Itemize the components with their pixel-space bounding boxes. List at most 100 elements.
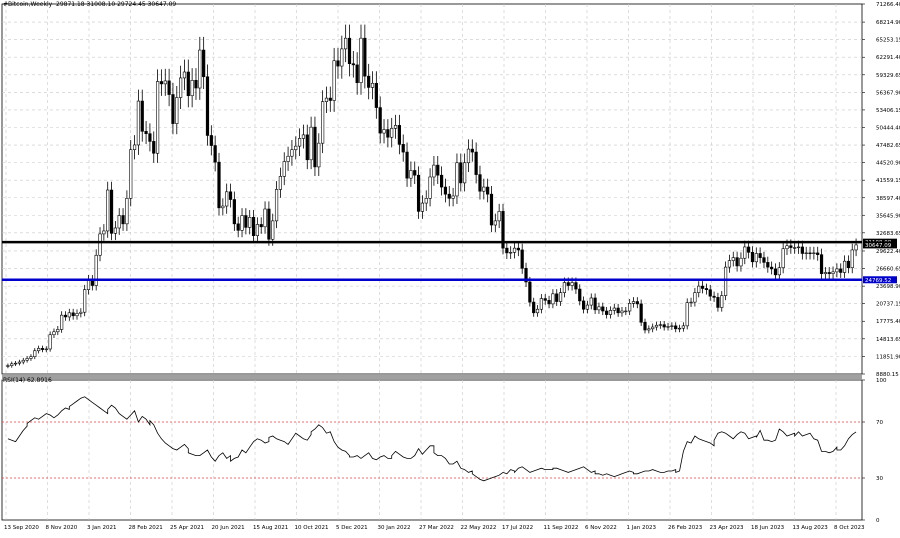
candle-body — [854, 244, 858, 251]
x-tick-label: 6 Nov 2022 — [585, 525, 617, 531]
candle-body — [489, 193, 494, 226]
candle-body — [202, 49, 206, 78]
candle-body — [658, 324, 662, 326]
candle-body — [459, 162, 463, 184]
candle-body — [581, 300, 586, 310]
candle-body — [455, 162, 459, 197]
candle-body — [670, 325, 674, 327]
candle-body — [309, 126, 313, 161]
x-tick-label: 27 Mar 2022 — [419, 525, 454, 531]
candle-body — [44, 348, 48, 351]
x-tick-label: 22 May 2022 — [461, 525, 497, 531]
candle-body — [819, 254, 824, 274]
candle-body — [716, 297, 720, 308]
candle-body — [179, 77, 183, 98]
price-tick-label: 68214.90 — [876, 20, 900, 26]
candle-body — [282, 161, 286, 177]
price-tick-label: 50444.40 — [876, 125, 900, 131]
candle-body — [470, 148, 474, 153]
candle-body — [578, 288, 582, 302]
candle-body — [121, 215, 125, 225]
candle-body — [328, 97, 332, 101]
candle-body — [29, 356, 33, 359]
candle-body — [789, 245, 793, 248]
x-tick-label: 8 Oct 2023 — [834, 525, 865, 531]
candle-body — [443, 186, 448, 195]
price-tick-label: 65253.15 — [876, 38, 900, 44]
candle-body — [317, 142, 321, 168]
candle-body — [240, 215, 244, 231]
candle-body — [221, 205, 225, 209]
candle-body — [532, 301, 536, 314]
candle-body — [593, 297, 597, 311]
candle-body — [52, 331, 56, 336]
candle-body — [624, 310, 628, 313]
candle-body — [401, 144, 405, 153]
price-tick-label: 56367.90 — [876, 90, 900, 96]
candle-body — [674, 325, 678, 330]
candle-body — [117, 215, 121, 229]
candle-body — [347, 37, 352, 65]
x-tick-label: 17 Jul 2022 — [502, 525, 533, 531]
ohlc-header: 29871.18 31008.10 29724.45 30647.09 — [56, 1, 177, 8]
rsi-tick-label: 70 — [876, 420, 883, 426]
candle-body — [666, 326, 670, 328]
candle-body — [255, 224, 259, 236]
x-tick-label: 25 Apr 2021 — [170, 525, 204, 531]
candle-body — [731, 257, 735, 261]
candle-body — [228, 191, 233, 200]
candle-body — [700, 285, 705, 289]
candle-body — [294, 145, 298, 150]
candle-body — [466, 148, 471, 164]
candle-body — [436, 164, 440, 176]
chart-title: #Bitcoin,Weekly — [3, 1, 53, 8]
candle-body — [297, 138, 302, 147]
candle-body — [205, 76, 210, 136]
candle-body — [182, 71, 187, 79]
candle-body — [677, 327, 682, 330]
price-panel-frame — [1, 3, 863, 375]
candle-body — [232, 199, 236, 225]
price-tick-label: 41559.15 — [876, 178, 900, 184]
candle-body — [190, 80, 194, 97]
candle-body — [313, 126, 317, 168]
candle-body — [432, 164, 436, 178]
candle-body — [766, 262, 770, 268]
candle-body — [827, 272, 831, 274]
candle-body — [374, 82, 378, 108]
candle-body — [720, 295, 724, 308]
candle-body — [639, 303, 643, 323]
x-tick-label: 18 Jun 2023 — [751, 525, 785, 531]
candle-body — [842, 260, 847, 273]
candle-body — [175, 97, 179, 124]
candle-body — [570, 282, 574, 286]
candle-body — [482, 186, 486, 192]
level-price-label: 24769.52 — [865, 278, 891, 284]
candle-body — [551, 293, 555, 305]
candle-body — [79, 311, 83, 314]
candle-body — [509, 252, 513, 254]
candle-body — [428, 176, 432, 199]
x-tick-label: 8 Nov 2020 — [46, 525, 78, 531]
price-tick-label: 38597.40 — [876, 196, 900, 202]
x-tick-label: 10 Oct 2021 — [295, 525, 329, 531]
candle-body — [56, 329, 60, 333]
candle-body — [33, 350, 37, 357]
candle-body — [17, 361, 22, 364]
candle-body — [363, 37, 367, 77]
candle-body — [478, 174, 482, 192]
candle-body — [416, 174, 421, 212]
candle-body — [194, 80, 198, 89]
candle-body — [747, 246, 751, 253]
candle-body — [6, 365, 10, 367]
candle-body — [750, 252, 755, 263]
last-price-label: 30647.09 — [865, 243, 892, 249]
candle-body — [812, 252, 816, 254]
candle-body — [474, 151, 478, 175]
rsi-tick-label: 0 — [876, 518, 880, 524]
x-tick-label: 11 Sep 2022 — [544, 525, 579, 531]
price-tick-label: 17775.40 — [876, 319, 900, 325]
candle-body — [693, 292, 697, 303]
